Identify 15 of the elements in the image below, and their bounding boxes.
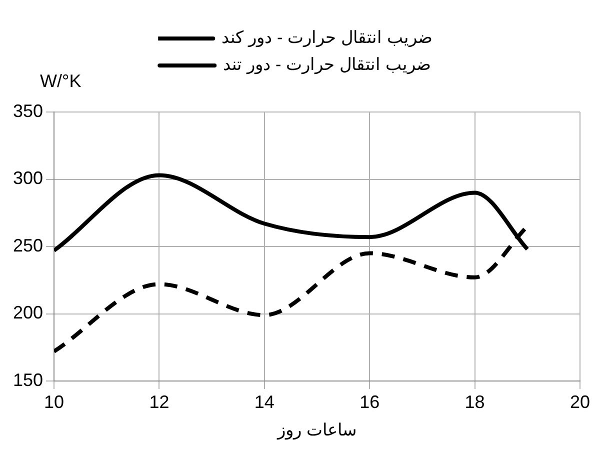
legend-label: ضریب انتقال حرارت - دور تند: [223, 55, 430, 76]
y-axis-title: W/°K: [40, 70, 82, 91]
x-tick-label: 18: [464, 392, 485, 412]
x-tick-label: 10: [44, 392, 64, 412]
x-tick-label: 20: [570, 392, 590, 412]
y-tick-label: 300: [12, 168, 44, 188]
y-tick-label: 150: [12, 370, 44, 390]
legend-label: ضریب انتقال حرارت - دور کند: [222, 28, 432, 48]
x-tick-label: 14: [254, 392, 274, 412]
x-tick-label: 12: [149, 392, 170, 412]
x-tick-label: 16: [360, 392, 380, 412]
y-tick-label: 200: [12, 302, 44, 323]
y-tick-label: 250: [12, 235, 44, 256]
y-tick-label: 350: [12, 100, 44, 121]
x-axis-title: ساعات روز: [276, 420, 356, 440]
